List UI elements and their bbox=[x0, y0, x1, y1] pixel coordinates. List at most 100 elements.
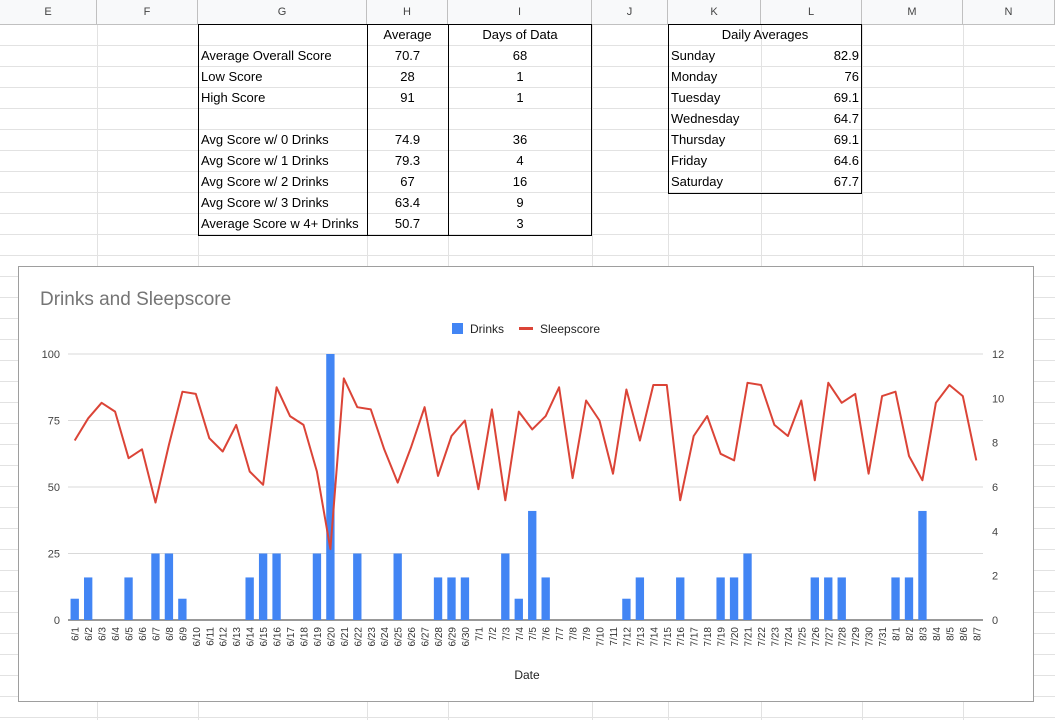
drinks-bar bbox=[891, 577, 900, 620]
column-header-g[interactable]: G bbox=[198, 0, 367, 24]
x-tick-label: 7/9 bbox=[582, 627, 593, 641]
column-header-f[interactable]: F bbox=[97, 0, 198, 24]
x-tick-label: 6/20 bbox=[326, 627, 337, 647]
stats-table-divider bbox=[448, 24, 449, 236]
daily-value-cell[interactable]: 64.6 bbox=[833, 153, 859, 168]
stats-cell[interactable]: 74.9 bbox=[394, 132, 421, 147]
x-tick-label: 7/15 bbox=[663, 627, 674, 647]
x-tick-label: 7/17 bbox=[690, 627, 701, 647]
x-tick-label: 8/4 bbox=[932, 627, 943, 641]
stats-cell[interactable]: Avg Score w/ 1 Drinks bbox=[201, 153, 329, 168]
stats-cell[interactable]: 91 bbox=[400, 90, 415, 105]
stats-cell[interactable]: 36 bbox=[512, 132, 528, 147]
daily-day-cell[interactable]: Monday bbox=[671, 69, 718, 84]
x-tick-label: 6/19 bbox=[313, 627, 324, 647]
stats-cell[interactable]: Average Overall Score bbox=[201, 48, 332, 63]
stats-cell[interactable]: 63.4 bbox=[394, 195, 421, 210]
stats-cell[interactable] bbox=[198, 108, 367, 129]
column-header-k[interactable]: K bbox=[668, 0, 761, 24]
stats-header-cell[interactable]: Days of Data bbox=[482, 27, 558, 42]
y-right-tick-label: 12 bbox=[992, 349, 1004, 361]
column-header-l[interactable]: L bbox=[761, 0, 862, 24]
chart-svg: Drinks and Sleepscore Drinks Sleepscore … bbox=[40, 289, 1004, 682]
daily-value-cell[interactable]: 69.1 bbox=[833, 90, 859, 105]
drinks-bar bbox=[541, 577, 550, 620]
grid-row-line bbox=[0, 255, 1055, 256]
x-tick-label: 7/27 bbox=[824, 627, 835, 647]
column-header-h[interactable]: H bbox=[367, 0, 448, 24]
daily-value-cell[interactable]: 64.7 bbox=[833, 111, 859, 126]
stats-table-divider bbox=[367, 24, 368, 236]
stats-cell[interactable]: 16 bbox=[512, 174, 528, 189]
grid-row-line bbox=[0, 45, 1055, 46]
stats-cell[interactable]: 50.7 bbox=[394, 216, 421, 231]
daily-day-cell[interactable]: Friday bbox=[671, 153, 708, 168]
x-tick-label: 6/25 bbox=[394, 627, 405, 647]
drinks-bar bbox=[433, 577, 443, 620]
stats-cell[interactable]: 68 bbox=[512, 48, 528, 63]
daily-day-cell[interactable]: Thursday bbox=[671, 132, 726, 147]
x-tick-label: 6/4 bbox=[111, 627, 122, 641]
x-tick-label: 7/21 bbox=[744, 627, 755, 647]
y-right-tick-label: 10 bbox=[992, 393, 1004, 405]
drinks-bar bbox=[716, 577, 725, 620]
x-tick-label: 6/8 bbox=[165, 627, 176, 641]
stats-cell[interactable]: Low Score bbox=[201, 69, 263, 84]
daily-day-cell[interactable]: Sunday bbox=[671, 48, 716, 63]
x-tick-label: 7/10 bbox=[596, 627, 607, 647]
sleepscore-line bbox=[73, 377, 978, 551]
x-tick-label: 7/24 bbox=[784, 627, 795, 647]
stats-cell[interactable]: 28 bbox=[400, 69, 415, 84]
stats-cell[interactable]: 67 bbox=[400, 174, 415, 189]
daily-day-cell[interactable]: Tuesday bbox=[671, 90, 721, 105]
x-tick-label: 7/23 bbox=[770, 627, 781, 647]
stats-cell[interactable]: 3 bbox=[516, 216, 524, 231]
x-tick-label: 7/30 bbox=[865, 627, 876, 647]
grid-row-line bbox=[0, 213, 1055, 214]
chart-drinks-sleepscore[interactable]: Drinks and Sleepscore Drinks Sleepscore … bbox=[18, 266, 1034, 702]
x-tick-label: 6/26 bbox=[407, 627, 418, 647]
drinks-bar bbox=[743, 553, 752, 620]
daily-averages-title[interactable]: Daily Averages bbox=[721, 27, 809, 42]
stats-cell[interactable]: 9 bbox=[516, 195, 524, 210]
daily-day-cell[interactable]: Wednesday bbox=[671, 111, 740, 126]
column-header-i[interactable]: I bbox=[448, 0, 592, 24]
x-tick-label: 7/1 bbox=[474, 627, 485, 641]
stats-cell[interactable]: High Score bbox=[201, 90, 266, 105]
stats-cell[interactable]: Avg Score w/ 2 Drinks bbox=[201, 174, 329, 189]
x-tick-label: 6/9 bbox=[178, 627, 189, 641]
stats-cell[interactable]: 4 bbox=[516, 153, 524, 168]
column-header-m[interactable]: M bbox=[862, 0, 963, 24]
chart-legend[interactable]: Drinks Sleepscore bbox=[452, 322, 600, 336]
stats-cell[interactable]: Avg Score w/ 3 Drinks bbox=[201, 195, 329, 210]
stats-header-cell[interactable] bbox=[198, 24, 367, 45]
stats-header-cell[interactable]: Average bbox=[383, 27, 432, 42]
stats-cell[interactable]: 1 bbox=[516, 69, 524, 84]
x-tick-label: 6/23 bbox=[367, 627, 378, 647]
stats-cell[interactable]: 79.3 bbox=[394, 153, 421, 168]
stats-cell[interactable]: 70.7 bbox=[394, 48, 421, 63]
grid-row-line bbox=[0, 171, 1055, 172]
column-header-e[interactable]: E bbox=[0, 0, 97, 24]
column-header-n[interactable]: N bbox=[963, 0, 1055, 24]
daily-value-cell[interactable]: 76 bbox=[844, 69, 859, 84]
y-left-tick-label: 50 bbox=[48, 482, 60, 494]
daily-value-cell[interactable]: 69.1 bbox=[833, 132, 859, 147]
x-tick-label: 6/3 bbox=[98, 627, 109, 641]
y-right-tick-label: 8 bbox=[992, 438, 998, 450]
stats-cell[interactable]: Average Score w 4+ Drinks bbox=[201, 216, 359, 231]
stats-cell[interactable] bbox=[367, 108, 448, 129]
x-tick-label: 7/5 bbox=[528, 627, 539, 641]
x-tick-label: 7/3 bbox=[501, 627, 512, 641]
stats-cell[interactable]: 1 bbox=[516, 90, 524, 105]
daily-value-cell[interactable]: 82.9 bbox=[833, 48, 859, 63]
stats-cell[interactable]: Avg Score w/ 0 Drinks bbox=[201, 132, 329, 147]
daily-value-cell[interactable]: 67.7 bbox=[833, 174, 859, 189]
stats-cell[interactable] bbox=[448, 108, 592, 129]
grid-row-line bbox=[0, 66, 1055, 67]
y-right-tick-label: 0 bbox=[992, 615, 998, 627]
column-header-j[interactable]: J bbox=[592, 0, 668, 24]
x-tick-label: 6/27 bbox=[421, 627, 432, 647]
drinks-bar bbox=[164, 553, 174, 620]
daily-day-cell[interactable]: Saturday bbox=[671, 174, 724, 189]
